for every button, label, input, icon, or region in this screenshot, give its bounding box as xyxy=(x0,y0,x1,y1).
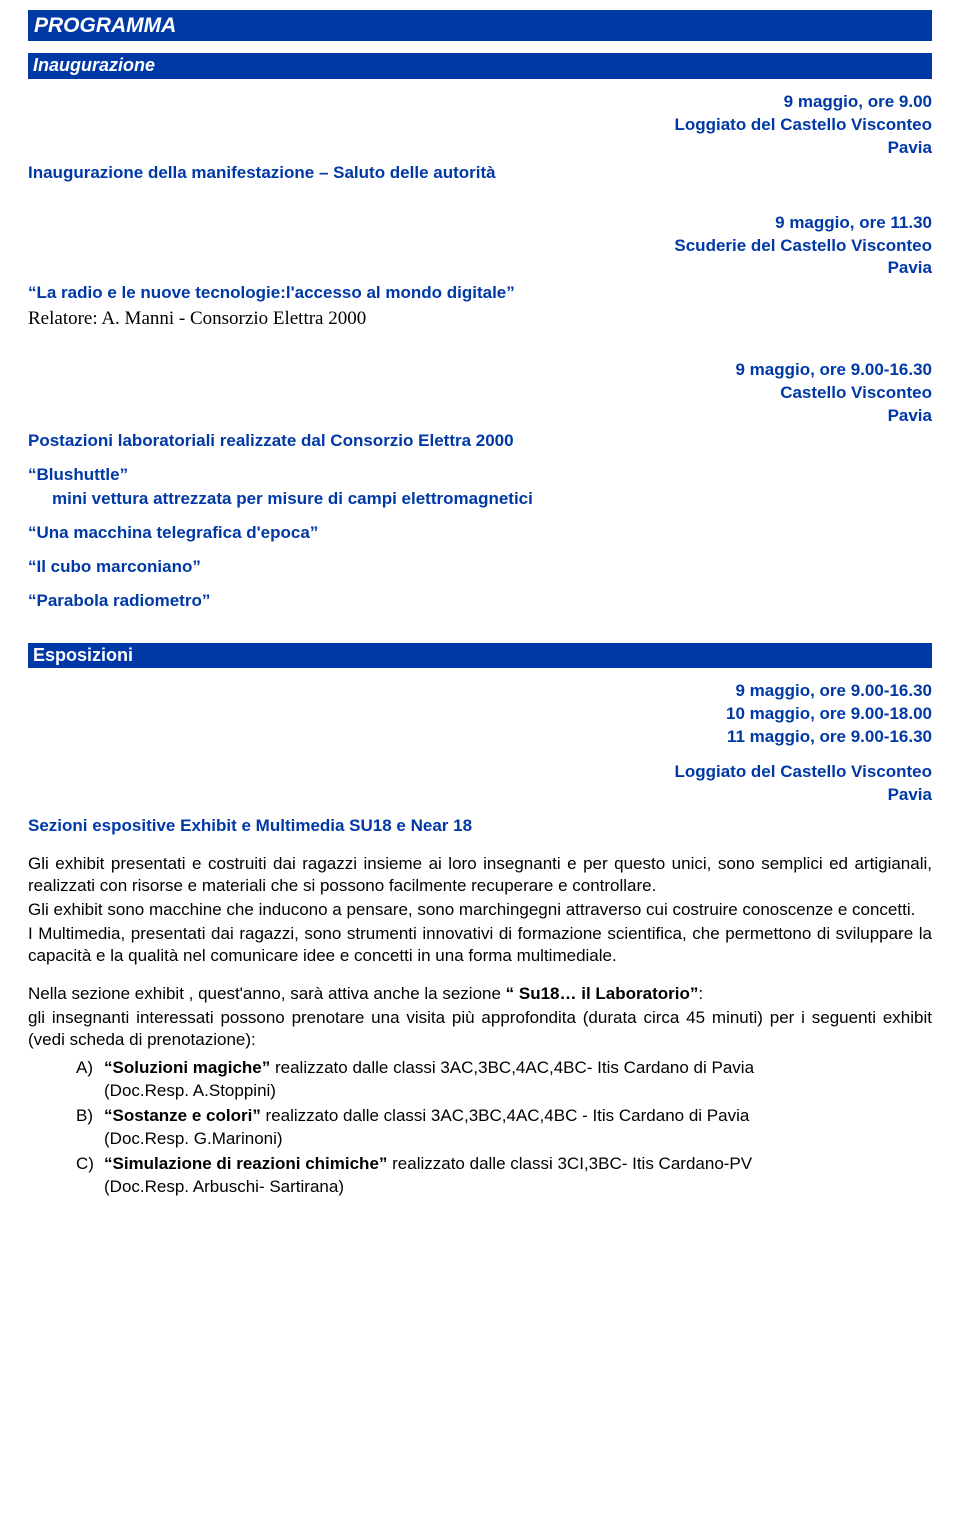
esp-para-4-post: : xyxy=(698,984,703,1003)
section-bar-esposizioni: Esposizioni xyxy=(28,643,932,668)
list-item-c: C) “Simulazione di reazioni chimiche” re… xyxy=(76,1153,932,1199)
esp-para-5: gli insegnanti interessati possono preno… xyxy=(28,1007,932,1051)
esp-time-1: 9 maggio, ore 9.00-16.30 xyxy=(28,680,932,703)
cubo-title: “Il cubo marconiano” xyxy=(28,556,932,578)
city-2: Pavia xyxy=(28,257,932,280)
list-c-bold: “Simulazione di reazioni chimiche” xyxy=(104,1154,387,1173)
postazioni-block: 9 maggio, ore 9.00-16.30 Castello Viscon… xyxy=(28,359,932,452)
list-a-rest: realizzato dalle classi 3AC,3BC,4AC,4BC-… xyxy=(270,1058,754,1077)
parabola-title: “Parabola radiometro” xyxy=(28,590,932,612)
list-marker-a: A) xyxy=(76,1057,104,1103)
list-marker-b: B) xyxy=(76,1105,104,1151)
list-b-doc: (Doc.Resp. G.Marinoni) xyxy=(104,1128,932,1151)
esp-para-1: Gli exhibit presentati e costruiti dai r… xyxy=(28,853,932,897)
esp-para-3: I Multimedia, presentati dai ragazzi, so… xyxy=(28,923,932,967)
esp-time-3: 11 maggio, ore 9.00-16.30 xyxy=(28,726,932,749)
esposizioni-place-block: Loggiato del Castello Visconteo Pavia xyxy=(28,761,932,807)
list-item-a: A) “Soluzioni magiche” realizzato dalle … xyxy=(76,1057,932,1103)
esposizioni-time-block: 9 maggio, ore 9.00-16.30 10 maggio, ore … xyxy=(28,680,932,749)
place-2: Scuderie del Castello Visconteo xyxy=(28,235,932,258)
exhibit-list: A) “Soluzioni magiche” realizzato dalle … xyxy=(76,1057,932,1199)
postazioni-title: Postazioni laboratoriali realizzate dal … xyxy=(28,430,932,452)
esp-para-2: Gli exhibit sono macchine che inducono a… xyxy=(28,899,932,921)
time-2: 9 maggio, ore 11.30 xyxy=(28,212,932,235)
city-3: Pavia xyxy=(28,405,932,428)
radio-title: “La radio e le nuove tecnologie:l'access… xyxy=(28,282,932,304)
esp-place: Loggiato del Castello Visconteo xyxy=(28,761,932,784)
section-bar-inaugurazione: Inaugurazione xyxy=(28,53,932,78)
time-place-block-1: 9 maggio, ore 9.00 Loggiato del Castello… xyxy=(28,91,932,160)
list-b-bold: “Sostanze e colori” xyxy=(104,1106,261,1125)
time-place-block-2: 9 maggio, ore 11.30 Scuderie del Castell… xyxy=(28,212,932,281)
place-3: Castello Visconteo xyxy=(28,382,932,405)
list-a-doc: (Doc.Resp. A.Stoppini) xyxy=(104,1080,932,1103)
relatore-line: Relatore: A. Manni - Consorzio Elettra 2… xyxy=(28,307,932,332)
blushuttle-title: “Blushuttle” xyxy=(28,464,932,486)
inaugurazione-left-1: Inaugurazione della manifestazione – Sal… xyxy=(28,162,932,184)
esp-time-2: 10 maggio, ore 9.00-18.00 xyxy=(28,703,932,726)
esp-para-4-pre: Nella sezione exhibit , quest'anno, sarà… xyxy=(28,984,506,1003)
esp-city: Pavia xyxy=(28,784,932,807)
list-marker-c: C) xyxy=(76,1153,104,1199)
sezioni-title: Sezioni espositive Exhibit e Multimedia … xyxy=(28,815,932,837)
esp-para-4-quote: “ Su18… il Laboratorio” xyxy=(506,984,699,1003)
list-item-b: B) “Sostanze e colori” realizzato dalle … xyxy=(76,1105,932,1151)
list-b-rest: realizzato dalle classi 3AC,3BC,4AC,4BC … xyxy=(261,1106,750,1125)
time-1: 9 maggio, ore 9.00 xyxy=(28,91,932,114)
list-c-doc: (Doc.Resp. Arbuschi- Sartirana) xyxy=(104,1176,932,1199)
time-3: 9 maggio, ore 9.00-16.30 xyxy=(28,359,932,382)
esp-para-4: Nella sezione exhibit , quest'anno, sarà… xyxy=(28,983,932,1005)
time-place-block-3: 9 maggio, ore 9.00-16.30 Castello Viscon… xyxy=(28,359,932,428)
list-a-bold: “Soluzioni magiche” xyxy=(104,1058,270,1077)
macchina-title: “Una macchina telegrafica d'epoca” xyxy=(28,522,932,544)
list-c-rest: realizzato dalle classi 3CI,3BC- Itis Ca… xyxy=(387,1154,752,1173)
place-1: Loggiato del Castello Visconteo xyxy=(28,114,932,137)
page-main-header: PROGRAMMA xyxy=(28,10,932,41)
city-1: Pavia xyxy=(28,137,932,160)
blushuttle-desc: mini vettura attrezzata per misure di ca… xyxy=(52,488,932,510)
